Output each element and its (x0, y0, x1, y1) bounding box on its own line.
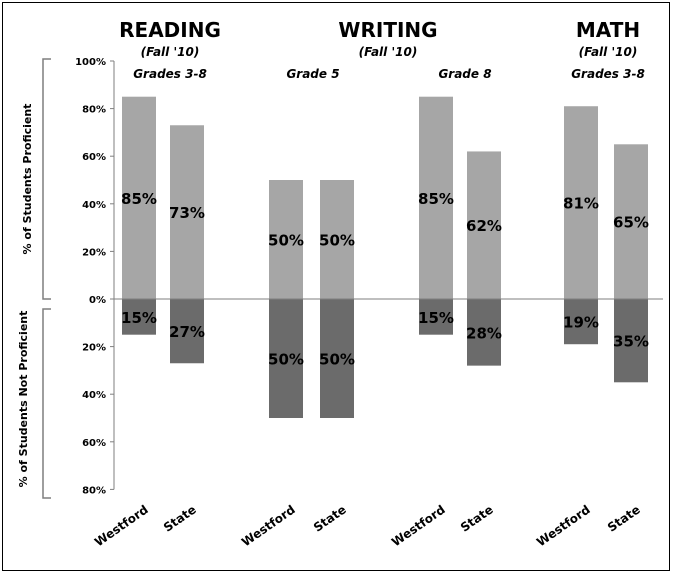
y-tick-label: 80% (82, 485, 106, 496)
data-label-proficient: 85% (121, 190, 157, 208)
y-axis-ticks: 100% 80% 60% 40% 20% 0% 20% 40% 60% 80% (75, 57, 114, 496)
data-label-not-proficient: 15% (121, 309, 157, 327)
bar-not-proficient (320, 299, 354, 418)
y-tick-label: 20% (82, 247, 106, 258)
bar-not-proficient (564, 299, 598, 345)
bar-proficient (170, 125, 204, 299)
data-label-proficient: 85% (418, 190, 454, 208)
bars: 85% 15% 73% 27% 50% 50% 50% 50% 85% 15% 62% 28% 81% 1… (121, 96, 649, 418)
bar-not-proficient (269, 299, 303, 418)
data-label-not-proficient: 27% (169, 323, 205, 341)
group-label-reading: Grades 3-8 (133, 67, 207, 81)
y-tick-label: 60% (82, 152, 106, 163)
data-label-not-proficient: 15% (418, 309, 454, 327)
data-label-not-proficient: 28% (466, 324, 502, 342)
y-tick-label: 80% (82, 105, 106, 116)
y-tick-label: 40% (82, 390, 106, 401)
bracket-not-proficient (42, 308, 51, 499)
bar-proficient (467, 151, 501, 299)
data-label-not-proficient: 50% (319, 351, 355, 369)
bar-not-proficient (419, 299, 453, 335)
y-tick-label: 100% (75, 57, 106, 68)
category-label: Westford (239, 502, 298, 549)
data-label-proficient: 62% (466, 217, 502, 235)
bar-proficient (419, 96, 453, 299)
data-label-proficient: 50% (319, 232, 355, 250)
group-label-writing-grade8: Grade 8 (438, 67, 491, 81)
header-writing-term: (Fall '10) (359, 45, 418, 59)
bar-proficient (320, 180, 354, 299)
data-label-not-proficient: 19% (563, 314, 599, 332)
data-label-proficient: 81% (563, 195, 599, 213)
header-math-title: MATH (576, 18, 640, 42)
group-label-math: Grades 3-8 (571, 67, 645, 81)
header-reading-term: (Fall '10) (141, 45, 200, 59)
category-label: Westford (389, 502, 448, 549)
bar-proficient (122, 96, 156, 299)
data-label-not-proficient: 50% (268, 351, 304, 369)
y-tick-label: 20% (82, 343, 106, 354)
category-label: State (605, 502, 643, 534)
bar-not-proficient (614, 299, 648, 383)
category-label: State (311, 502, 349, 534)
header-math-term: (Fall '10) (579, 45, 638, 59)
y-tick-label: 60% (82, 438, 106, 449)
category-label: Westford (92, 502, 151, 549)
data-label-proficient: 50% (268, 232, 304, 250)
bar-proficient (564, 106, 598, 299)
category-label: State (161, 502, 199, 534)
proficiency-chart: READING (Fall '10) WRITING (Fall '10) MA… (17, 18, 663, 549)
category-labels: Westford State Westford State Westford State W… (92, 502, 643, 549)
y-tick-label: 0% (89, 295, 106, 306)
group-label-writing-grade5: Grade 5 (286, 67, 339, 81)
bar-not-proficient (170, 299, 204, 364)
y-tick-label: 40% (82, 200, 106, 211)
bar-not-proficient (122, 299, 156, 335)
bracket-proficient (42, 58, 51, 300)
category-label: State (458, 502, 496, 534)
data-label-proficient: 73% (169, 204, 205, 222)
bar-not-proficient (467, 299, 501, 366)
data-label-not-proficient: 35% (613, 333, 649, 351)
header-reading-title: READING (119, 18, 221, 42)
category-label: Westford (534, 502, 593, 549)
y-label-not-proficient: % of Students Not Proficient (17, 311, 30, 488)
header-writing-title: WRITING (338, 18, 437, 42)
y-label-proficient: % of Students Proficient (21, 104, 34, 255)
bar-proficient (614, 144, 648, 299)
bar-proficient (269, 180, 303, 299)
data-label-proficient: 65% (613, 214, 649, 232)
